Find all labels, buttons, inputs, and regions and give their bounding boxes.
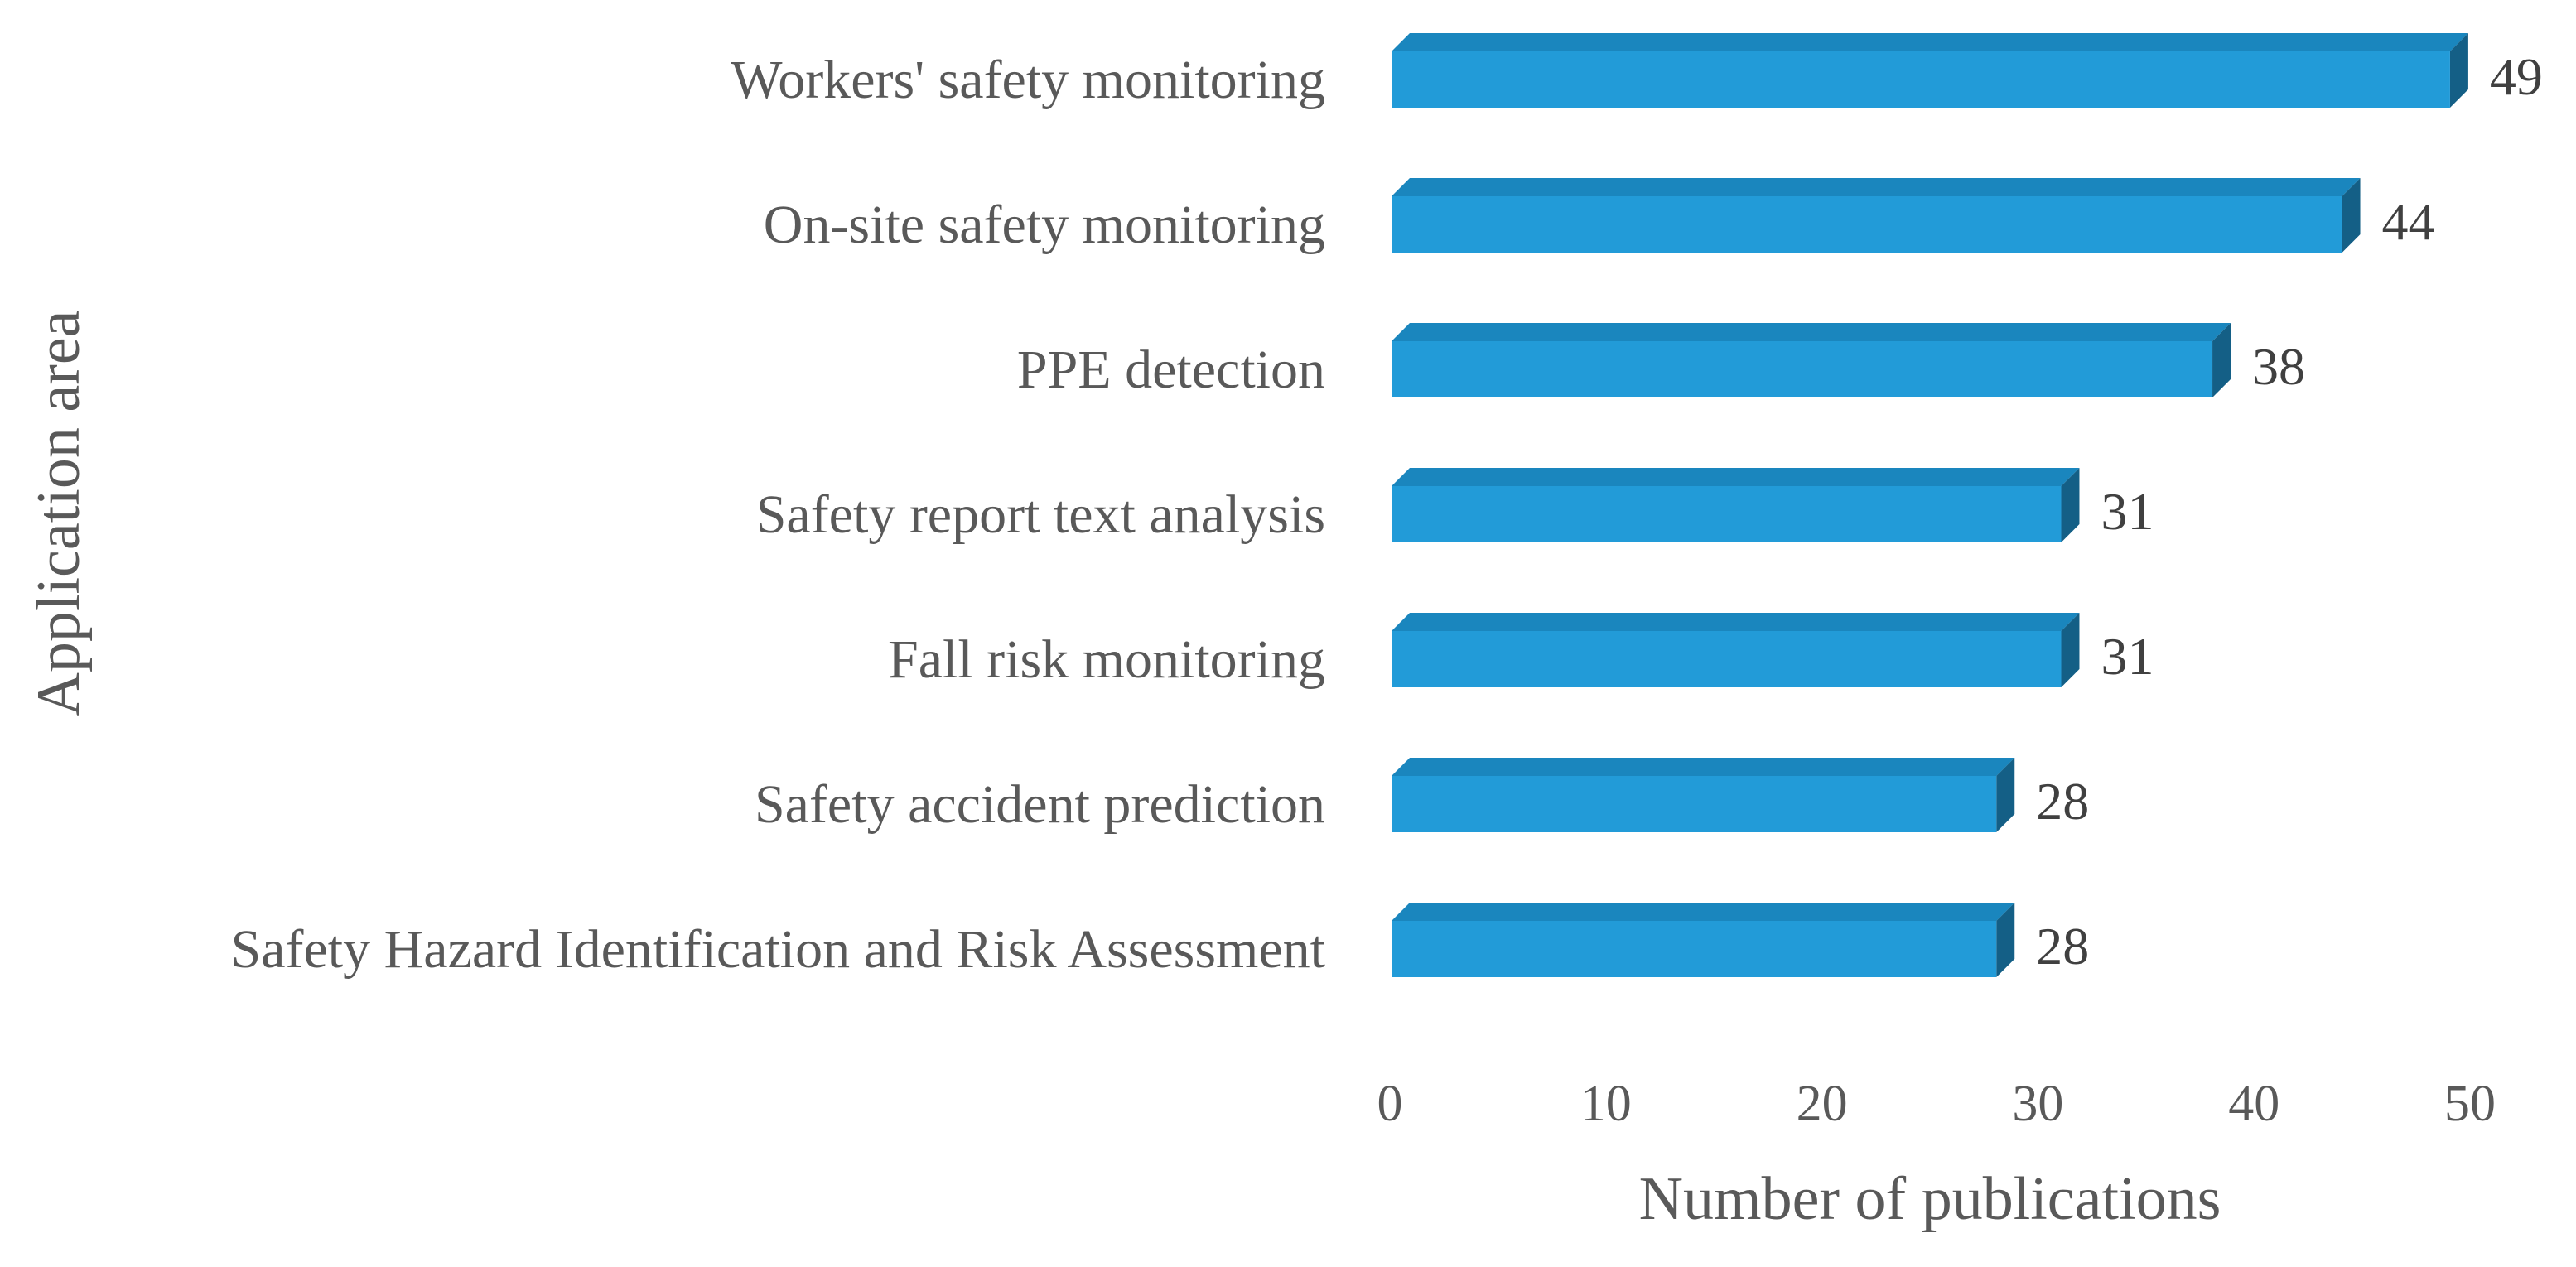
bar-side-face (2212, 323, 2231, 397)
bar-front-face (1392, 341, 2213, 397)
bar-front-face (1392, 196, 2342, 253)
bar-side-face (2061, 613, 2080, 687)
bars (1392, 33, 2468, 977)
bar-front-face (1392, 486, 2062, 542)
bar (1392, 758, 2015, 832)
category-label: Workers' safety monitoring (731, 50, 1325, 110)
value-label: 49 (2490, 47, 2543, 106)
y-axis-title: Application area (25, 310, 93, 716)
bar (1392, 613, 2080, 687)
bar-top-face (1392, 178, 2361, 196)
value-labels: 49 44 38 31 31 28 28 (2036, 47, 2543, 976)
category-labels: Workers' safety monitoring On-site safety… (230, 50, 1325, 980)
bar (1392, 903, 2015, 977)
bar (1392, 33, 2468, 108)
bar-front-face (1392, 776, 1997, 832)
value-label: 38 (2252, 337, 2305, 396)
category-label: Safety report text analysis (756, 484, 1325, 545)
x-tick-label: 20 (1797, 1076, 1848, 1132)
x-tick-label: 0 (1377, 1076, 1403, 1132)
value-label: 28 (2036, 772, 2089, 831)
bar (1392, 468, 2080, 542)
value-label: 44 (2382, 192, 2435, 251)
x-tick-label: 30 (2012, 1076, 2063, 1132)
bar-front-face (1392, 921, 1997, 977)
category-label: Safety accident prediction (755, 774, 1325, 835)
category-label: Fall risk monitoring (888, 629, 1325, 690)
bar-top-face (1392, 323, 2231, 341)
bar (1392, 323, 2231, 397)
x-tick-label: 10 (1580, 1076, 1632, 1132)
category-label: On-site safety monitoring (764, 195, 1325, 255)
bar-front-face (1392, 631, 2062, 687)
bar-top-face (1392, 758, 2015, 776)
x-axis-title: Number of publications (1639, 1165, 2221, 1233)
value-label: 31 (2101, 482, 2154, 541)
bar-top-face (1392, 903, 2015, 921)
bar-side-face (1996, 903, 2015, 977)
bar-top-face (1392, 613, 2080, 631)
bar-side-face (2449, 33, 2468, 108)
bar-side-face (2342, 178, 2361, 253)
bar-side-face (1996, 758, 2015, 832)
x-axis-ticks: 0 10 20 30 40 50 (1377, 1076, 2496, 1132)
bar-side-face (2061, 468, 2080, 542)
category-label: PPE detection (1017, 340, 1325, 400)
bar-front-face (1392, 51, 2450, 108)
x-tick-label: 50 (2444, 1076, 2496, 1132)
value-label: 31 (2101, 627, 2154, 686)
x-tick-label: 40 (2228, 1076, 2279, 1132)
bar-top-face (1392, 33, 2468, 51)
bar-top-face (1392, 468, 2080, 486)
bar (1392, 178, 2361, 253)
category-label: Safety Hazard Identification and Risk As… (230, 919, 1325, 980)
value-label: 28 (2036, 917, 2089, 976)
